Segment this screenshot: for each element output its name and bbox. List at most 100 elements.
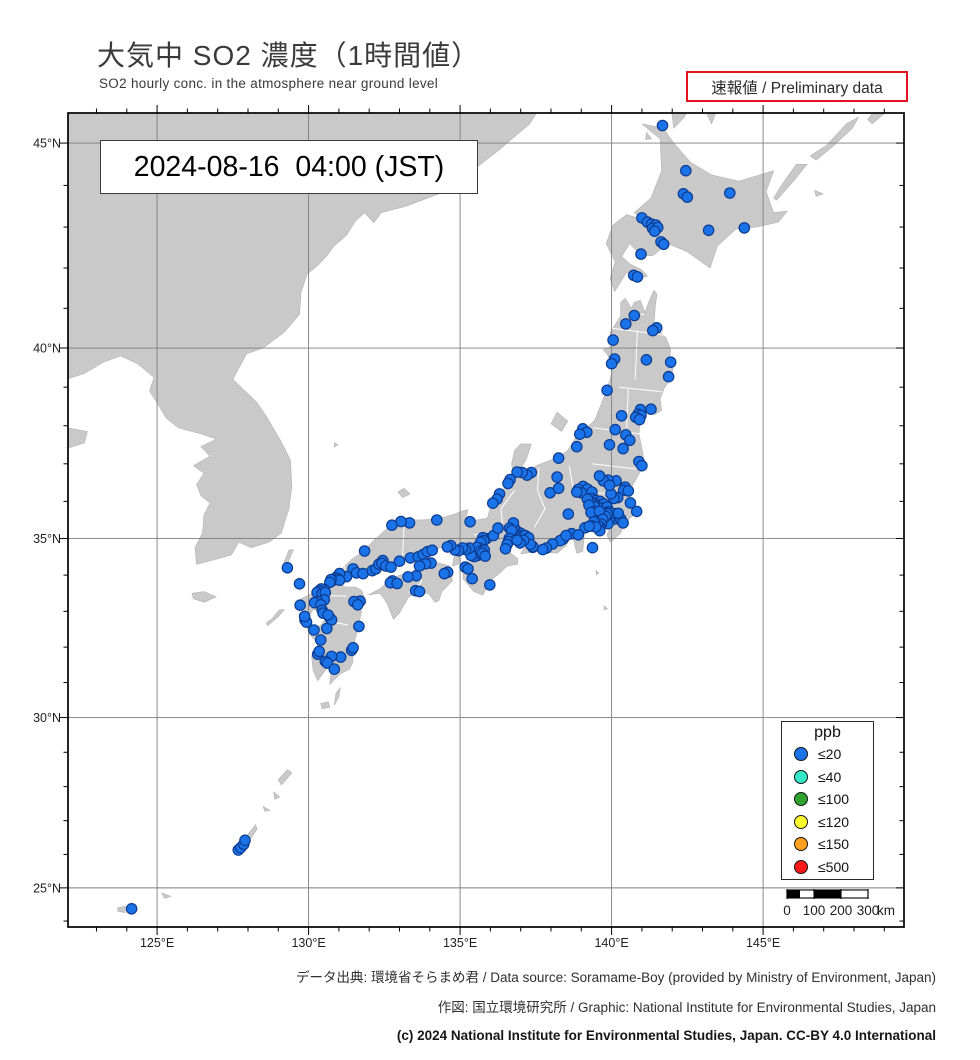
station-dot <box>573 428 586 440</box>
station-dot <box>536 543 549 556</box>
station-dot <box>239 834 251 847</box>
prefecture-border-line <box>634 330 638 380</box>
landmass-goto <box>265 609 285 627</box>
station-dot <box>723 187 736 199</box>
lon-tick-label: 140°E <box>594 936 628 950</box>
scale-bar-unit: km <box>877 903 895 918</box>
legend-item-label: ≤120 <box>818 813 850 830</box>
station-dot <box>492 522 504 534</box>
station-dot <box>656 119 669 132</box>
station-dot <box>413 585 426 598</box>
legend-dot-icon <box>794 814 808 829</box>
scale-bar-segment <box>814 890 841 898</box>
station-dot <box>322 609 334 621</box>
prefecture-border-line <box>402 527 405 557</box>
landmass-amami <box>277 769 293 786</box>
station-dot <box>664 356 677 368</box>
station-dot <box>617 442 629 455</box>
timestamp-box: 2024-08-16 04:00 (JST) <box>100 140 478 194</box>
legend-dot-icon <box>794 792 808 807</box>
station-dot <box>605 357 618 370</box>
landmass-hachijojima <box>603 605 609 611</box>
station-dot <box>462 563 474 575</box>
station-dot <box>551 471 563 483</box>
station-dot <box>430 514 443 526</box>
station-dot <box>640 353 653 366</box>
station-dot <box>646 324 659 337</box>
footer-graphic-credit: 作図: 国立環境研究所 / Graphic: National Institut… <box>437 1000 936 1015</box>
prefecture-border-line <box>533 467 546 528</box>
station-dot <box>570 440 583 453</box>
station-dot <box>391 577 403 590</box>
station-dot <box>281 561 294 574</box>
station-dot <box>628 309 641 322</box>
station-dot <box>603 479 616 492</box>
station-dot <box>630 505 643 518</box>
landmass-sakhalin-w <box>671 113 687 129</box>
legend-item: ≤100 <box>782 788 873 811</box>
legend-dot-icon <box>794 769 808 784</box>
landmass-miyako <box>160 892 172 899</box>
map-inner <box>68 113 904 927</box>
prefecture-border-line <box>626 389 629 428</box>
landmass-kunashiri <box>773 164 808 201</box>
prefecture-border-line <box>619 386 662 393</box>
station-dot <box>358 545 371 557</box>
legend-item: ≤20 <box>782 743 873 766</box>
station-dot <box>464 515 476 528</box>
station-dot <box>560 529 572 542</box>
station-dot <box>603 438 616 451</box>
station-dot <box>298 610 311 623</box>
legend-item: ≤500 <box>782 856 873 879</box>
station-dot <box>511 466 523 478</box>
station-dot <box>413 560 426 572</box>
page-title: 大気中 SO2 濃度（1時間値） <box>97 40 481 71</box>
landmass-jeju <box>191 591 217 603</box>
station-dot <box>483 579 496 591</box>
station-dot <box>552 482 565 495</box>
station-dot <box>502 477 514 490</box>
lat-tick-label: 35°N <box>33 532 61 546</box>
lat-tick-label: 40°N <box>33 342 61 356</box>
landmass-iriomote <box>117 905 126 914</box>
station-dot <box>552 452 565 464</box>
station-dot <box>320 622 333 635</box>
landmass-okinoerabu <box>262 805 271 812</box>
legend-title: ppb <box>814 724 841 741</box>
prefecture-border-line <box>591 463 641 470</box>
station-dot <box>617 517 629 529</box>
landmass-oki <box>397 487 411 498</box>
footer-data-source: データ出典: 環境省そらまめ君 / Data source: Soramame-… <box>296 970 936 985</box>
station-dot <box>636 459 648 472</box>
station-dot <box>438 567 451 580</box>
station-dot <box>385 561 397 573</box>
station-dot <box>328 663 341 675</box>
lon-tick-label: 145°E <box>746 936 780 950</box>
map-frame <box>67 112 905 928</box>
station-dot <box>393 555 406 567</box>
station-dot <box>294 599 306 611</box>
lat-tick-label: 25°N <box>33 881 61 895</box>
legend-item: ≤150 <box>782 833 873 856</box>
landmass-sakhalin-e <box>706 113 717 125</box>
station-dot <box>681 191 694 203</box>
landmass-tokunoshima <box>273 791 281 800</box>
station-dot <box>679 164 692 177</box>
station-dot <box>511 534 523 547</box>
station-dot <box>623 434 636 447</box>
legend-item-label: ≤100 <box>818 791 850 808</box>
page-subtitle: SO2 hourly conc. in the atmosphere near … <box>99 76 439 91</box>
landmass-rishiri <box>645 131 653 141</box>
landmass-shikotan <box>814 189 824 197</box>
station-dot <box>499 542 512 555</box>
lat-tick-label: 45°N <box>33 137 61 151</box>
landmass-miyakejima <box>595 570 600 576</box>
land-layer <box>68 113 886 914</box>
landmass-tanegashima <box>334 686 341 706</box>
station-dot <box>466 572 478 585</box>
legend-item: ≤120 <box>782 811 873 834</box>
scale-bar-label: 100 <box>803 903 826 918</box>
station-dot <box>293 577 306 590</box>
